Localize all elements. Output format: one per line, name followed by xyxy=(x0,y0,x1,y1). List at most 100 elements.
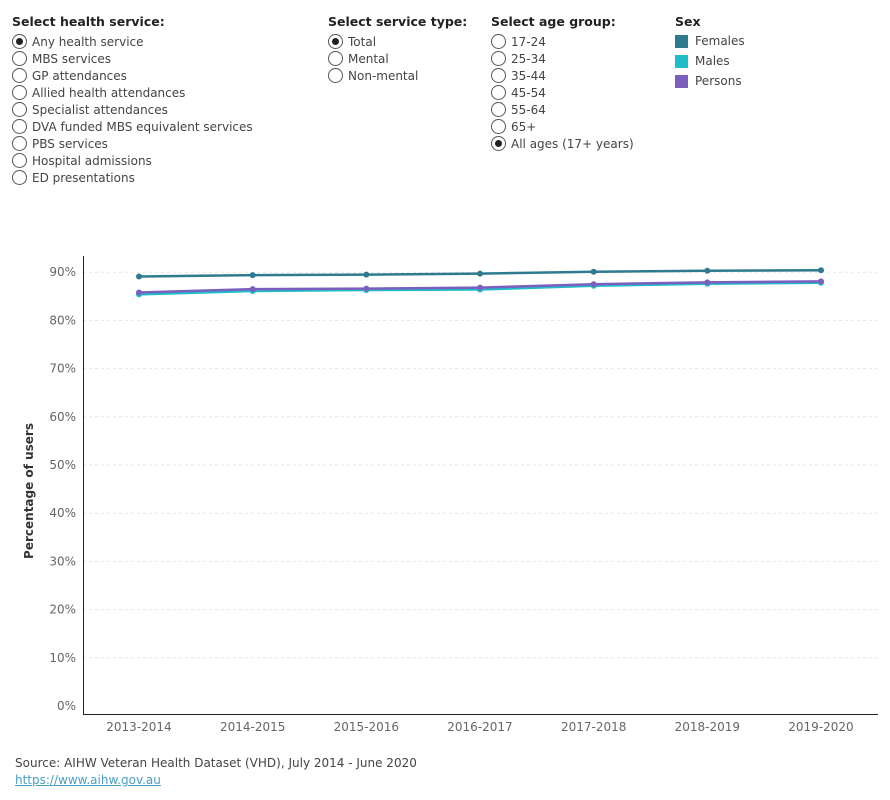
age-group-option-label: 25-34 xyxy=(511,51,546,66)
health-service-option[interactable]: PBS services xyxy=(12,135,253,152)
y-axis-label: Percentage of users xyxy=(22,423,36,559)
radio-button-icon[interactable] xyxy=(328,34,343,49)
age-group-option[interactable]: 55-64 xyxy=(491,101,634,118)
health-service-option-label: ED presentations xyxy=(32,170,135,185)
data-point-females xyxy=(477,270,483,277)
legend-label: Females xyxy=(695,34,745,48)
data-point-persons xyxy=(590,281,597,288)
y-tick-label: 40% xyxy=(49,506,76,520)
x-tick-label: 2015-2016 xyxy=(334,720,399,734)
health-service-option-label: GP attendances xyxy=(32,68,127,83)
data-point-persons xyxy=(363,285,370,292)
x-tick-label: 2016-2017 xyxy=(447,720,512,734)
data-point-persons xyxy=(704,279,711,286)
health-service-option[interactable]: Allied health attendances xyxy=(12,84,253,101)
radio-button-icon[interactable] xyxy=(12,153,27,168)
health-service-option-label: DVA funded MBS equivalent services xyxy=(32,119,253,134)
y-tick-label: 20% xyxy=(49,603,76,617)
radio-button-icon[interactable] xyxy=(12,51,27,66)
y-tick-label: 70% xyxy=(49,362,76,376)
age-group-option[interactable]: All ages (17+ years) xyxy=(491,135,634,152)
age-group-options: 17-24 25-34 35-44 45-54 55-64 65+ All ages (17… xyxy=(491,33,634,152)
sex-legend: Sex Females Males Persons xyxy=(675,14,745,91)
health-service-option[interactable]: ED presentations xyxy=(12,169,253,186)
x-tick-label: 2017-2018 xyxy=(561,720,626,734)
service-type-option[interactable]: Non-mental xyxy=(328,67,467,84)
radio-button-icon[interactable] xyxy=(12,119,27,134)
age-group-option-label: 55-64 xyxy=(511,102,546,117)
age-group-option[interactable]: 65+ xyxy=(491,118,634,135)
health-service-option[interactable]: Hospital admissions xyxy=(12,152,253,169)
radio-button-icon[interactable] xyxy=(491,68,506,83)
legend-item[interactable]: Females xyxy=(675,31,745,51)
data-point-females xyxy=(818,267,824,274)
age-group-option[interactable]: 25-34 xyxy=(491,50,634,67)
health-service-option[interactable]: Specialist attendances xyxy=(12,101,253,118)
legend-label: Persons xyxy=(695,74,742,88)
y-tick-label: 90% xyxy=(49,265,76,279)
radio-button-icon[interactable] xyxy=(12,34,27,49)
radio-button-icon[interactable] xyxy=(491,119,506,134)
radio-button-icon[interactable] xyxy=(12,136,27,151)
legend-title: Sex xyxy=(675,14,701,29)
legend-swatch xyxy=(675,74,688,88)
radio-button-icon[interactable] xyxy=(491,51,506,66)
service-type-options: Total Mental Non-mental xyxy=(328,33,467,84)
age-group-option[interactable]: 45-54 xyxy=(491,84,634,101)
age-group-filter-title: Select age group: xyxy=(491,14,616,29)
service-type-option[interactable]: Total xyxy=(328,33,467,50)
y-tick-label: 50% xyxy=(49,458,76,472)
service-type-option[interactable]: Mental xyxy=(328,50,467,67)
radio-button-icon[interactable] xyxy=(328,51,343,66)
legend-item[interactable]: Persons xyxy=(675,71,745,91)
source-link[interactable]: https://www.aihw.gov.au xyxy=(15,773,161,787)
health-service-option-label: Any health service xyxy=(32,34,144,49)
data-point-females xyxy=(249,272,256,279)
data-point-persons xyxy=(136,289,142,296)
age-group-option-label: 35-44 xyxy=(511,68,546,83)
health-service-option[interactable]: GP attendances xyxy=(12,67,253,84)
x-tick-label: 2014-2015 xyxy=(220,720,285,734)
service-type-filter-title: Select service type: xyxy=(328,14,468,29)
data-point-females xyxy=(704,267,711,274)
health-service-option[interactable]: DVA funded MBS equivalent services xyxy=(12,118,253,135)
health-service-filter: Select health service: Any health servic… xyxy=(12,14,253,186)
y-tick-label: 30% xyxy=(49,554,76,568)
health-service-option[interactable]: Any health service xyxy=(12,33,253,50)
service-type-option-label: Non-mental xyxy=(348,68,419,83)
health-service-option[interactable]: MBS services xyxy=(12,50,253,67)
age-group-option[interactable]: 17-24 xyxy=(491,33,634,50)
y-tick-label: 10% xyxy=(49,651,76,665)
radio-button-icon[interactable] xyxy=(491,34,506,49)
legend-item[interactable]: Males xyxy=(675,51,745,71)
line-chart: 0% 10% 20% 30% 40% 50% 60% 70% 80% 90% 2013-2014 20… xyxy=(22,256,878,734)
radio-button-icon[interactable] xyxy=(12,170,27,185)
health-service-option-label: Allied health attendances xyxy=(32,85,186,100)
age-group-option[interactable]: 35-44 xyxy=(491,67,634,84)
legend-label: Males xyxy=(695,54,730,68)
age-group-option-label: 45-54 xyxy=(511,85,546,100)
radio-button-icon[interactable] xyxy=(12,85,27,100)
radio-button-icon[interactable] xyxy=(12,68,27,83)
x-tick-label: 2018-2019 xyxy=(675,720,740,734)
data-point-persons xyxy=(249,286,256,293)
radio-button-icon[interactable] xyxy=(491,102,506,117)
legend-swatch xyxy=(675,34,688,48)
source-text: Source: AIHW Veteran Health Dataset (VHD… xyxy=(15,756,417,770)
data-point-females xyxy=(363,271,370,278)
data-point-persons xyxy=(477,284,483,291)
x-tick-label: 2019-2020 xyxy=(788,720,853,734)
age-group-option-label: 17-24 xyxy=(511,34,546,49)
health-service-filter-title: Select health service: xyxy=(12,14,165,29)
data-point-persons xyxy=(818,278,824,285)
radio-button-icon[interactable] xyxy=(12,102,27,117)
health-service-option-label: Specialist attendances xyxy=(32,102,168,117)
y-tick-label: 60% xyxy=(49,410,76,424)
service-type-option-label: Total xyxy=(348,34,377,49)
age-group-option-label: All ages (17+ years) xyxy=(511,136,634,151)
legend-swatch xyxy=(675,54,688,68)
radio-button-icon[interactable] xyxy=(491,85,506,100)
radio-button-icon[interactable] xyxy=(328,68,343,83)
x-tick-label: 2013-2014 xyxy=(106,720,171,734)
radio-button-icon[interactable] xyxy=(491,136,506,151)
